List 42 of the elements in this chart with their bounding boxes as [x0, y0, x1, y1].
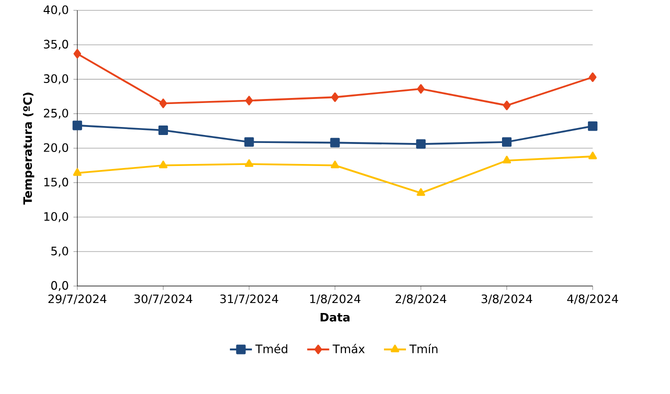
x-tick-label: 4/8/2024	[567, 294, 618, 304]
x-tick-label: 30/7/2024	[134, 294, 192, 304]
point	[416, 139, 426, 149]
point	[159, 98, 168, 108]
y-tick-label: 35,0	[44, 40, 68, 50]
point	[74, 48, 82, 58]
point	[330, 138, 340, 148]
x-tick-label: 3/8/2024	[482, 294, 532, 304]
point	[502, 100, 511, 110]
point	[502, 137, 512, 147]
point	[330, 160, 340, 168]
legend-label: Tmín	[409, 344, 438, 353]
y-tick-label: 5,0	[51, 246, 68, 256]
y-tick-label: 40,0	[44, 5, 68, 16]
point	[158, 160, 168, 168]
y-axis-title: Temperatura (ºC)	[23, 92, 34, 205]
point	[158, 125, 168, 135]
point	[588, 121, 598, 131]
y-tick-label: 15,0	[44, 178, 68, 188]
legend-label: Tméd	[255, 344, 288, 354]
point	[244, 159, 254, 167]
y-tick-label: 10,0	[44, 212, 68, 222]
point	[502, 156, 512, 164]
y-tick-label: 25,0	[44, 108, 68, 119]
point	[588, 152, 597, 160]
y-tick-label: 30,0	[44, 74, 68, 84]
legend-label: Tmáx	[332, 344, 365, 354]
point	[244, 137, 254, 147]
point	[331, 92, 339, 102]
x-tick-label: 2/8/2024	[396, 294, 446, 304]
x-tick-label: 29/7/2024	[48, 294, 106, 304]
point	[588, 72, 596, 82]
y-tick-label: 0,0	[51, 280, 68, 291]
point	[245, 96, 253, 106]
point	[73, 168, 82, 176]
x-tick-label: 31/7/2024	[220, 294, 278, 304]
point	[416, 188, 426, 196]
point	[417, 84, 425, 94]
x-axis-title: Data	[320, 312, 350, 322]
y-tick-label: 20,0	[44, 143, 68, 154]
point	[72, 120, 82, 130]
x-tick-label: 1/8/2024	[310, 294, 360, 304]
